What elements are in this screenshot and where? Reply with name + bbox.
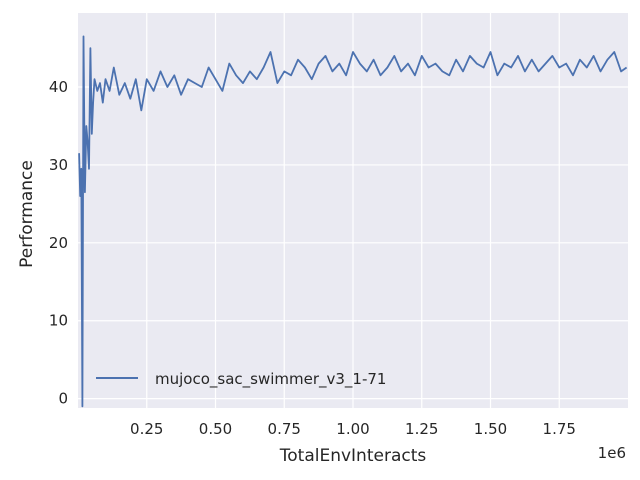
x-axis-label: TotalEnvInteracts (279, 446, 427, 466)
y-tick-label: 0 (58, 390, 68, 408)
series-lines (78, 35, 628, 408)
x-tick-label: 0.25 (130, 420, 163, 438)
y-tick-labels: 0 10 20 30 40 (49, 78, 68, 408)
x-tick-label: 1.00 (336, 420, 369, 438)
y-axis-label: Performance (17, 160, 37, 268)
y-tick-label: 20 (49, 234, 68, 252)
y-tick-label: 10 (49, 312, 68, 330)
x-tick-label: 1.25 (405, 420, 438, 438)
legend-label: mujoco_sac_swimmer_v3_1-71 (155, 370, 386, 389)
grid-lines (78, 13, 628, 408)
x-tick-label: 1.50 (474, 420, 507, 438)
y-tick-label: 40 (49, 78, 68, 96)
y-tick-label: 30 (49, 156, 68, 174)
legend: mujoco_sac_swimmer_v3_1-71 (96, 370, 386, 389)
x-tick-label: 0.50 (199, 420, 232, 438)
series-line (78, 35, 628, 408)
x-tick-label: 0.75 (268, 420, 301, 438)
x-tick-label: 1.75 (543, 420, 576, 438)
x-tick-labels: 0.25 0.50 0.75 1.00 1.25 1.50 1.75 (130, 420, 576, 438)
x-offset-label: 1e6 (598, 444, 626, 462)
